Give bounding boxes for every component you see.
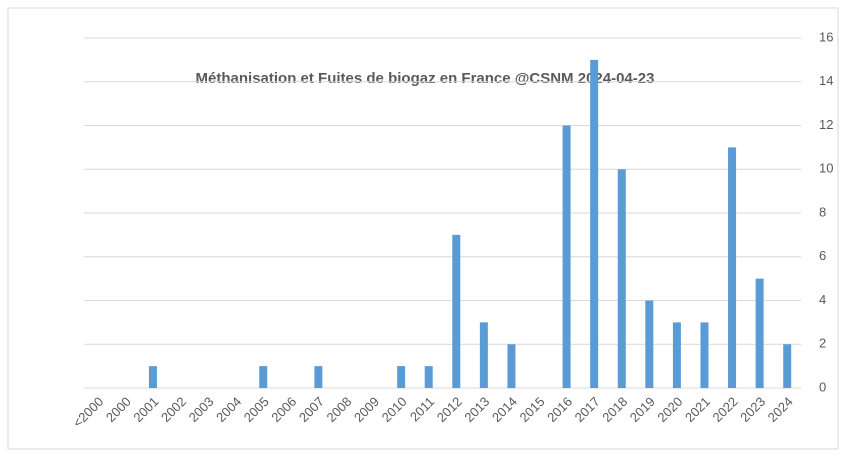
y-tick-label: 12: [819, 117, 833, 132]
bar: [259, 366, 268, 388]
x-tick-label: 2007: [296, 394, 327, 425]
bar: [700, 322, 709, 388]
x-tick-label: 2001: [130, 394, 161, 425]
x-tick-label: 2019: [627, 394, 658, 425]
x-tick-label: 2021: [682, 394, 713, 425]
x-tick-label: 2016: [544, 394, 575, 425]
bar: [755, 278, 764, 388]
x-tick-label: 2023: [737, 394, 768, 425]
bar: [424, 366, 433, 388]
y-tick-label: 2: [819, 336, 826, 351]
x-tick-label: 2018: [599, 394, 630, 425]
bar: [645, 300, 654, 388]
x-tick-label: 2005: [241, 394, 272, 425]
bar: [397, 366, 406, 388]
bar: [452, 234, 461, 388]
bar: [672, 322, 681, 388]
x-tick-label: 2012: [434, 394, 465, 425]
x-tick-label: 2022: [710, 394, 741, 425]
x-tick-label: 2010: [379, 394, 410, 425]
chart-frame: [7, 7, 839, 450]
y-tick-label: 14: [819, 73, 833, 88]
x-tick-label: 2017: [572, 394, 603, 425]
y-tick-label: 16: [819, 29, 833, 44]
x-tick-label: 2011: [407, 394, 437, 424]
x-tick-label: 2003: [186, 394, 217, 425]
bar: [148, 366, 157, 388]
x-tick-label: 2015: [517, 394, 548, 425]
y-tick-label: 0: [819, 379, 826, 394]
chart-title: Méthanisation et Fuites de biogaz en Fra…: [196, 70, 655, 87]
x-tick-label: 2009: [351, 394, 382, 425]
bar: [728, 147, 737, 388]
bar: [479, 322, 488, 388]
y-tick-label: 10: [819, 161, 833, 176]
x-tick-label: 2008: [323, 394, 354, 425]
x-tick-label: 2004: [213, 394, 244, 425]
x-tick-label: 2014: [489, 394, 520, 425]
bar: [617, 169, 626, 388]
x-tick-label: 2006: [268, 394, 299, 425]
bar: [507, 344, 516, 388]
bar: [314, 366, 323, 388]
x-tick-label: 2013: [461, 394, 492, 425]
x-tick-label: 2024: [765, 394, 796, 425]
x-tick-label: 2020: [654, 394, 685, 425]
bar: [783, 344, 792, 388]
bar: [562, 125, 571, 388]
x-tick-label: 2002: [158, 394, 189, 425]
bar: [590, 59, 599, 388]
y-tick-label: 8: [819, 204, 826, 219]
x-tick-label: <2000: [70, 394, 106, 430]
x-tick-label: 2000: [103, 394, 134, 425]
y-tick-label: 4: [819, 292, 826, 307]
y-tick-label: 6: [819, 248, 826, 263]
